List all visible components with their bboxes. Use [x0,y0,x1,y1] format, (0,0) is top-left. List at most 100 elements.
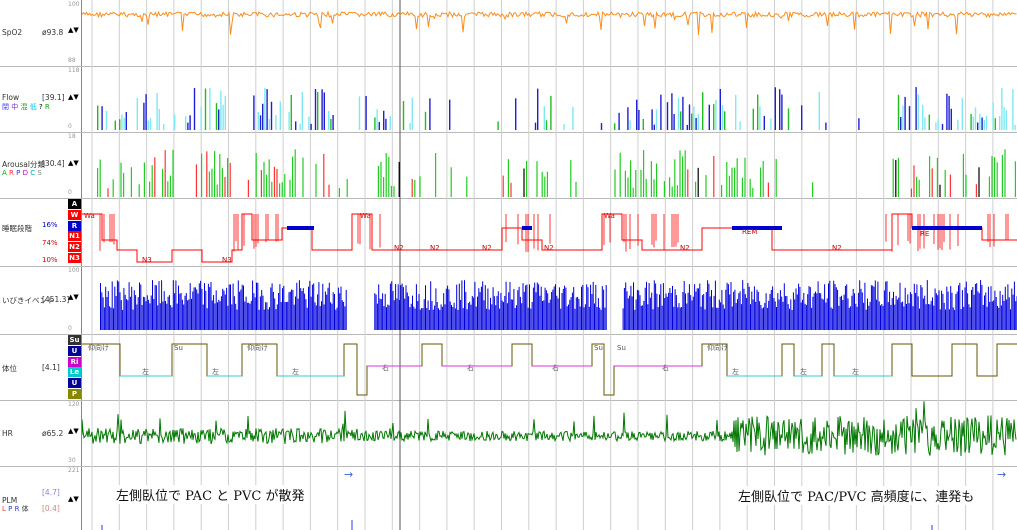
flow-event-bar [666,102,669,130]
snore-event-bar [968,304,970,330]
snore-event-bar [867,298,868,330]
snore-event-bar [578,298,580,330]
snore-event-bar [413,306,415,330]
scale-bottom: 30 [68,457,76,464]
snore-event-bar [662,283,664,330]
scale-arrows-icon[interactable]: ▲▼ [68,93,79,101]
snore-event-bar [395,283,397,330]
snore-event-bar [452,306,454,330]
arousal-event-bar [640,169,642,197]
snore-event-bar [246,302,248,330]
flow-event-bar [253,95,255,130]
snore-event-bar [474,281,476,330]
snore-event-bar [261,290,263,330]
flow-event-bar [636,99,638,130]
snore-event-bar [865,309,867,330]
snore-event-bar [168,295,170,330]
sleep-stage-label: Wa [84,212,95,220]
snore-event-bar [817,281,819,330]
snore-event-bar [149,303,151,330]
snore-event-bar [950,286,952,330]
snore-event-bar [984,295,985,330]
snore-event-bar [185,293,187,330]
snore-event-bar [729,294,731,330]
snore-event-bar [193,287,195,330]
snore-event-bar [285,301,287,330]
flow-event-bar [600,123,603,130]
flow-event-bar [713,104,715,130]
snore-event-bar [146,295,148,330]
snore-event-bar [587,287,589,330]
snore-event-bar [266,302,268,330]
position-trace [82,343,1017,396]
flow-event-bar [774,87,776,130]
snore-event-bar [750,304,751,330]
snore-event-bar [478,288,480,330]
snore-event-bar [534,282,536,330]
snore-event-bar [683,280,685,330]
snore-event-bar [774,301,776,330]
flow-event-bar [290,94,292,130]
channel-divider [0,198,1017,199]
scale-arrows-icon[interactable]: ▲▼ [68,26,79,34]
rem-segment [732,226,782,230]
scale-arrows-icon[interactable]: ▲▼ [68,495,79,503]
snore-event-bar [739,291,741,330]
stage-label: R [68,220,81,231]
flow-event-bar [917,94,919,130]
channel-value: [4.1] [42,363,60,372]
snore-event-bar [421,308,423,330]
scale-arrows-icon[interactable]: ▲▼ [68,293,79,301]
snore-event-bar [480,286,482,330]
flow-event-bar [900,116,902,130]
snore-event-bar [109,306,111,330]
snore-event-bar [735,303,737,330]
scale-bottom: 0 [68,189,72,196]
snore-event-bar [756,289,758,330]
sleep-stage-label: RE [920,230,929,238]
snore-event-bar [938,290,940,330]
snore-event-bar [886,281,888,330]
snore-event-bar [317,294,319,330]
position-label: Su [174,344,183,352]
snore-event-bar [379,298,381,330]
snore-event-bar [577,296,579,330]
snore-event-bar [115,296,117,330]
arousal-event-bar [541,171,543,197]
snore-event-bar [688,284,690,330]
scale-arrows-icon[interactable]: ▲▼ [68,427,79,435]
scale-top: 18 [68,133,76,140]
snore-event-bar [409,307,411,330]
channel-divider [0,66,1017,67]
legend-item: ? [38,103,45,111]
snore-event-bar [980,280,982,330]
flow-event-bar [543,106,545,130]
snore-event-bar [122,309,124,330]
arousal-event-bar [762,160,764,197]
snore-event-bar [334,294,335,330]
snore-event-bar [448,289,450,330]
snore-event-bar [670,292,672,330]
snore-event-bar [586,284,588,330]
flow-event-bar [328,110,330,130]
snore-event-bar [964,287,966,330]
sleep-stage-label: N2 [544,244,554,252]
snore-event-bar [237,280,239,330]
arousal-event-bar [705,175,707,197]
snore-event-bar [800,302,802,330]
snore-event-bar [636,289,638,330]
arousal-event-bar [328,184,330,197]
snore-event-bar [257,282,259,330]
snore-event-bar [631,296,633,330]
scale-arrows-icon[interactable]: ▲▼ [68,159,79,167]
snore-event-bar [557,298,559,330]
flow-event-bar [739,121,741,130]
snore-event-bar [740,304,742,330]
snore-event-bar [178,285,179,330]
snore-event-bar [158,281,160,330]
rem-segment [522,226,532,230]
snore-event-bar [102,297,104,330]
snore-event-bar [548,302,550,330]
flow-event-bar [295,121,297,130]
